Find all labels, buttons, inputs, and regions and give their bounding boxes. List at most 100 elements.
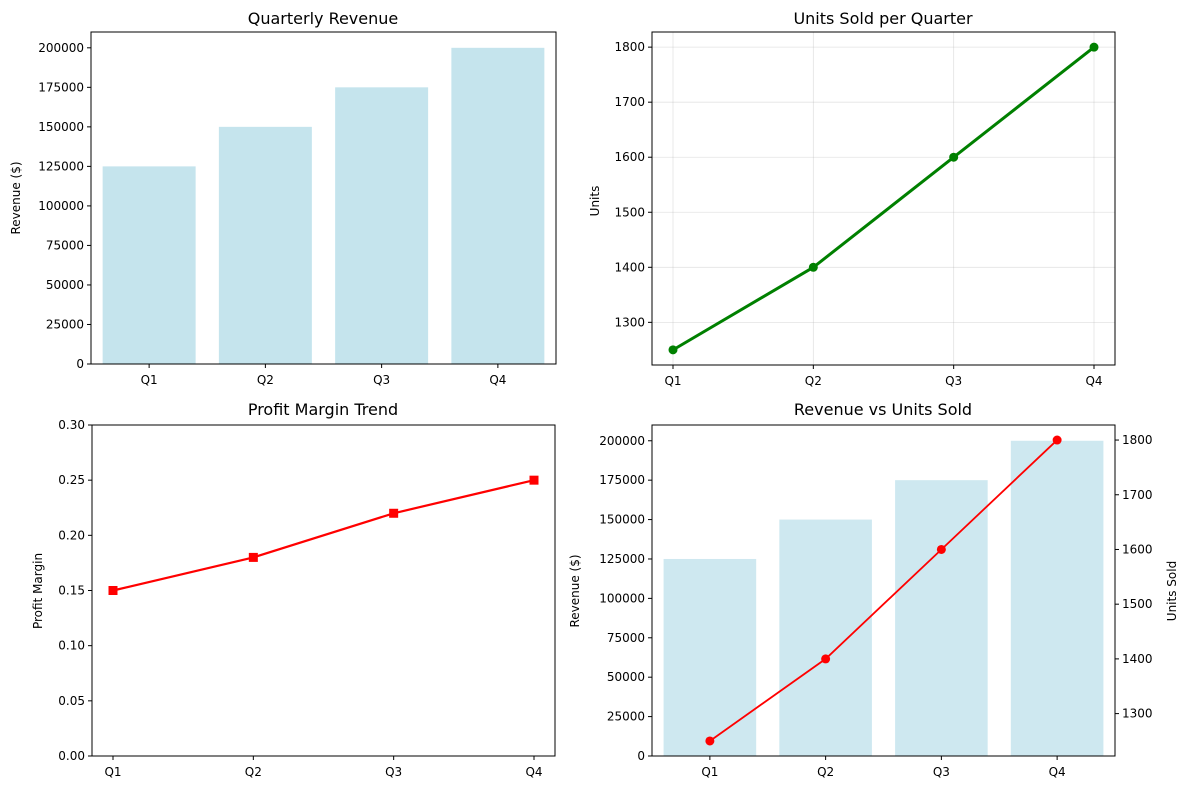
plot-frame xyxy=(651,31,1116,366)
bar xyxy=(1010,440,1104,756)
y2-tick-label: 1600 xyxy=(1122,542,1153,556)
y-tick-label: 1500 xyxy=(614,205,645,219)
y2-tick-label: 1400 xyxy=(1122,652,1153,666)
y-tick-label: 75000 xyxy=(46,238,84,252)
bar xyxy=(218,126,312,364)
plot-frame xyxy=(90,31,557,365)
data-point xyxy=(389,508,399,518)
y-axis-label: Units xyxy=(588,186,602,217)
data-point xyxy=(1089,42,1099,52)
y-tick-label: 1400 xyxy=(614,260,645,274)
plot-frame xyxy=(651,424,1116,757)
y-tick-label: 175000 xyxy=(599,473,645,487)
y2-tick-label: 1300 xyxy=(1122,707,1153,721)
bars-and-line xyxy=(663,435,1104,756)
y-tick-label: 100000 xyxy=(38,199,84,213)
x-tick-label: Q2 xyxy=(817,765,834,779)
x-tick-label: Q3 xyxy=(385,765,402,779)
y-tick-label: 1300 xyxy=(614,315,645,329)
y-axis-ticks: 1300 1400 1500 1600 1700 1800 xyxy=(614,40,652,329)
y-axis-label: Revenue ($) xyxy=(568,554,582,627)
x-tick-label: Q4 xyxy=(1085,374,1102,388)
y-tick-label: 200000 xyxy=(599,434,645,448)
y-tick-label: 150000 xyxy=(38,120,84,134)
data-point xyxy=(949,152,959,162)
x-tick-label: Q4 xyxy=(489,373,506,387)
y-axis-ticks: 0 25000 50000 75000 100000 125000 150000 175000… xyxy=(599,434,652,763)
x-axis-ticks: Q1 Q2 Q3 Q4 xyxy=(141,364,506,387)
data-point xyxy=(821,654,831,664)
y-tick-label: 0.25 xyxy=(58,473,85,487)
bar xyxy=(102,166,196,364)
bar xyxy=(779,519,872,756)
series-line xyxy=(668,42,1099,355)
series-line xyxy=(672,45,1095,352)
data-point xyxy=(529,475,539,485)
x-tick-label: Q3 xyxy=(933,765,950,779)
y2-tick-label: 1700 xyxy=(1122,488,1153,502)
x-tick-label: Q3 xyxy=(373,373,390,387)
plot-frame xyxy=(91,424,556,757)
series-line xyxy=(709,439,1058,742)
y-tick-label: 0 xyxy=(76,357,84,371)
chart-title: Units Sold per Quarter xyxy=(793,9,973,28)
y2-tick-label: 1500 xyxy=(1122,597,1153,611)
y-tick-label: 0.10 xyxy=(58,639,85,653)
y-axis-label: Profit Margin xyxy=(31,553,45,629)
y-axis-label: Revenue ($) xyxy=(9,161,23,234)
x-tick-label: Q1 xyxy=(701,765,718,779)
x-tick-label: Q2 xyxy=(245,765,262,779)
y-tick-label: 100000 xyxy=(599,591,645,605)
secondary-y-axis-label: Units Sold xyxy=(1165,561,1179,621)
y-tick-label: 125000 xyxy=(599,552,645,566)
chart-quarterly-revenue: Quarterly Revenue Revenue ($) Q1 Q2 Q3 Q4 0… xyxy=(9,9,557,387)
x-tick-label: Q2 xyxy=(805,374,822,388)
x-axis-ticks: Q1 Q2 Q3 Q4 xyxy=(104,756,543,779)
chart-units-sold: Units Sold per Quarter Units Q1 Q2 Q3 Q4 13… xyxy=(588,9,1116,388)
y-tick-label: 50000 xyxy=(46,278,84,292)
x-tick-label: Q3 xyxy=(945,374,962,388)
data-point xyxy=(108,586,118,595)
data-point xyxy=(248,552,258,562)
data-point xyxy=(936,544,946,554)
x-tick-label: Q1 xyxy=(104,765,121,779)
y2-tick-label: 1800 xyxy=(1122,433,1153,447)
y-tick-label: 1800 xyxy=(614,40,645,54)
x-tick-label: Q1 xyxy=(664,374,681,388)
gridlines xyxy=(652,32,1115,365)
y-tick-label: 0.00 xyxy=(58,749,85,763)
y-tick-label: 1700 xyxy=(614,95,645,109)
y-tick-label: 0 xyxy=(637,749,645,763)
y-tick-label: 50000 xyxy=(607,670,645,684)
bar xyxy=(895,480,988,756)
bar xyxy=(663,558,757,756)
y-tick-label: 0.05 xyxy=(58,694,85,708)
y-tick-label: 0.30 xyxy=(58,418,85,432)
y-tick-label: 175000 xyxy=(38,80,84,94)
x-axis-ticks: Q1 Q2 Q3 Q4 xyxy=(701,756,1066,779)
data-point xyxy=(705,736,715,746)
series-line xyxy=(108,475,539,595)
x-tick-label: Q4 xyxy=(1049,765,1066,779)
y-axis-ticks: 0.00 0.05 0.10 0.15 0.20 0.25 0.30 xyxy=(58,418,92,763)
bar xyxy=(335,87,429,364)
y-tick-label: 0.20 xyxy=(58,528,85,542)
x-axis-ticks: Q1 Q2 Q3 Q4 xyxy=(664,365,1103,388)
x-tick-label: Q4 xyxy=(525,765,542,779)
chart-title: Quarterly Revenue xyxy=(248,9,399,28)
data-point xyxy=(1052,435,1062,445)
chart-revenue-vs-units: Revenue vs Units Sold Revenue ($) Units … xyxy=(568,400,1179,779)
secondary-y-axis-ticks: 1300 1400 1500 1600 1700 1800 xyxy=(1115,433,1153,721)
y-tick-label: 125000 xyxy=(38,159,84,173)
x-tick-label: Q2 xyxy=(257,373,274,387)
chart-title: Profit Margin Trend xyxy=(248,400,398,419)
x-tick-label: Q1 xyxy=(141,373,158,387)
y-tick-label: 1600 xyxy=(614,150,645,164)
data-point xyxy=(808,262,818,272)
y-tick-label: 150000 xyxy=(599,513,645,527)
series-line xyxy=(112,479,535,592)
y-tick-label: 75000 xyxy=(607,631,645,645)
y-tick-label: 0.15 xyxy=(58,584,85,598)
